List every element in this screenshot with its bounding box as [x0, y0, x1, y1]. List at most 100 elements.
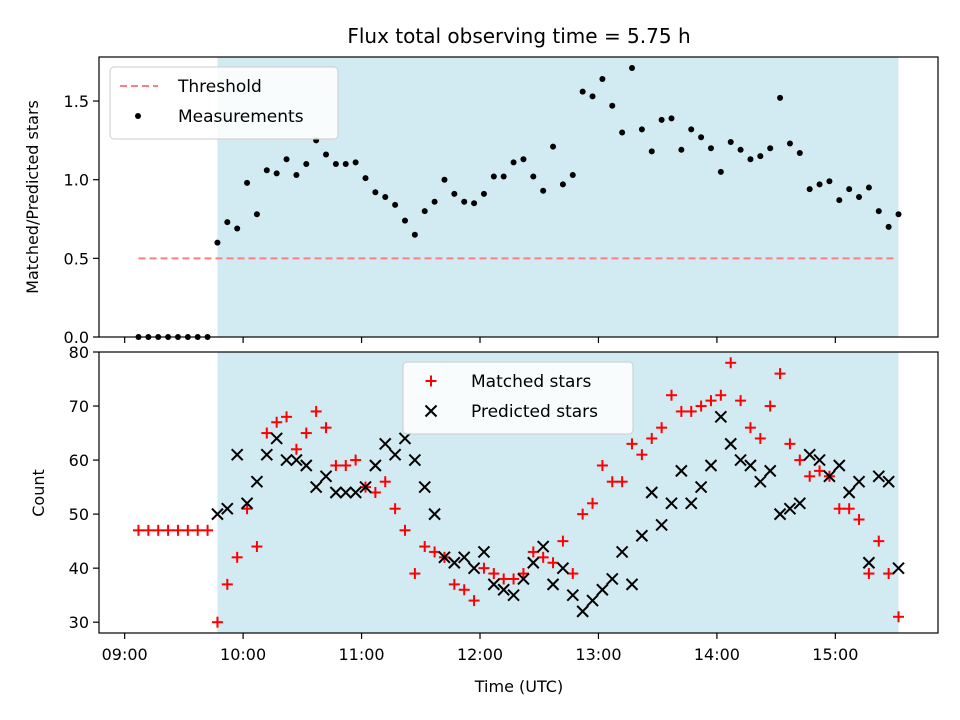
top-series-measurements-point	[865, 184, 872, 191]
x-stroke-b	[527, 556, 540, 569]
x-stroke-b	[783, 502, 797, 515]
bottom-series-matched-stars-point	[290, 443, 302, 455]
x-stroke-b	[823, 470, 836, 483]
bottom-x-tick-label: 15:00	[812, 645, 858, 664]
x-stroke-b	[556, 561, 570, 575]
bottom-series-matched-stars-point	[271, 416, 283, 428]
bottom-series-matched-stars-point	[735, 395, 747, 407]
bottom-series-predicted-stars-point	[418, 480, 431, 494]
bottom-series-matched-stars-point	[596, 459, 608, 471]
top-series-measurements-point	[244, 179, 251, 186]
top-series-measurements-point	[500, 173, 507, 180]
top-series-measurements-point	[382, 194, 389, 200]
top-series-measurements-point	[688, 126, 695, 133]
top-series-measurements-point	[777, 94, 784, 101]
top-series-measurements-point	[678, 146, 685, 153]
bottom-series-predicted-stars-point	[240, 497, 254, 510]
bottom-series-matched-stars-point	[379, 476, 391, 488]
x-stroke-b	[586, 594, 599, 607]
x-stroke-b	[862, 556, 876, 569]
bottom-series-matched-stars-point	[488, 568, 500, 580]
bottom-series-matched-stars-point	[310, 405, 322, 417]
x-stroke-b	[507, 588, 520, 602]
bottom-legend-label: Matched stars	[471, 372, 591, 392]
bottom-series-matched-stars-point	[409, 568, 421, 580]
bottom-series-predicted-stars-point	[517, 572, 530, 586]
bottom-series-matched-stars-point	[675, 405, 687, 417]
top-series-measurements-point	[441, 176, 448, 183]
bottom-series-predicted-stars-point	[359, 480, 372, 494]
x-stroke-b	[655, 518, 668, 532]
x-stroke-b	[487, 578, 501, 591]
x-stroke-b	[615, 545, 629, 559]
bottom-series-predicted-stars-point	[704, 459, 718, 472]
x-stroke-b	[734, 453, 747, 467]
bottom-series-predicted-stars-point	[833, 459, 846, 472]
bottom-y-tick-label: 30	[69, 613, 89, 632]
x-stroke-b	[704, 459, 718, 472]
x-stroke-b	[388, 448, 402, 461]
top-series-measurements-point	[480, 190, 487, 197]
bottom-series-predicted-stars-point	[398, 432, 412, 445]
bottom-x-tick-label: 10:00	[220, 645, 266, 664]
bottom-series-matched-stars-point	[468, 595, 480, 607]
bottom-series-matched-stars-point	[557, 535, 569, 547]
bottom-series-predicted-stars-point	[892, 561, 905, 575]
bottom-series-matched-stars-point	[744, 422, 756, 434]
bottom-series-predicted-stars-point	[349, 486, 362, 499]
bottom-series-matched-stars-point	[399, 524, 411, 536]
x-stroke-b	[576, 605, 589, 618]
x-stroke-b	[329, 486, 343, 499]
bottom-legend-entry: Predicted stars	[424, 402, 598, 422]
bottom-series-matched-stars-point	[863, 568, 875, 580]
bottom-series-matched-stars-point	[527, 546, 539, 558]
bottom-series-predicted-stars-point	[635, 529, 649, 542]
x-stroke-b	[428, 507, 441, 521]
bottom-series-predicted-stars-point	[230, 448, 244, 461]
bottom-series-predicted-stars-point	[566, 588, 579, 602]
bottom-series-predicted-stars-point	[477, 545, 491, 559]
bottom-plot-frame	[98, 351, 939, 634]
x-stroke-b	[467, 561, 481, 575]
bottom-legend-entry: Matched stars	[425, 372, 591, 392]
x-stroke-b	[842, 486, 856, 499]
x-stroke-b	[685, 497, 698, 510]
bottom-series-matched-stars-point	[132, 524, 144, 536]
bottom-series-matched-stars-point	[774, 368, 786, 380]
bottom-series-predicted-stars-point	[852, 475, 866, 488]
top-series-measurements-point	[421, 208, 428, 215]
bottom-series-predicted-stars-point	[744, 459, 757, 472]
top-legend-label: Measurements	[178, 107, 304, 127]
chart-title: Flux total observing time = 5.75 h	[347, 24, 690, 48]
top-series-measurements-point	[530, 173, 537, 180]
top-series-measurements-point	[579, 88, 586, 95]
bottom-series-matched-stars-point	[636, 449, 648, 461]
bottom-y-tick-label: 70	[69, 397, 89, 416]
top-series-measurements-point	[510, 159, 517, 166]
x-stroke-b	[497, 583, 510, 596]
top-series-measurements-point	[263, 167, 270, 174]
top-series-measurements-point	[332, 160, 339, 167]
bottom-series-matched-stars-point	[547, 557, 559, 569]
top-series-measurements-point	[629, 65, 636, 72]
x-stroke-b	[546, 578, 560, 591]
bottom-x-axis-label: Time (UTC)	[474, 677, 563, 696]
x-stroke-b	[240, 497, 254, 510]
bottom-series-predicted-stars-point	[586, 594, 599, 607]
top-series-measurements-point	[589, 93, 596, 100]
bottom-series-predicted-stars-point	[596, 583, 609, 596]
top-series-measurements-point	[451, 190, 458, 197]
top-series-measurements-point	[717, 168, 724, 175]
top-series-measurements-point	[550, 143, 557, 150]
x-stroke-b	[536, 540, 550, 553]
top-series-measurements-point	[540, 187, 547, 194]
bottom-series-predicted-stars-point	[507, 588, 520, 602]
bottom-series-predicted-stars-point	[773, 507, 787, 521]
top-series-measurements-point	[569, 171, 576, 178]
x-stroke-b	[793, 497, 807, 510]
x-stroke-b	[625, 578, 639, 591]
bottom-series-predicted-stars-point	[556, 561, 570, 575]
bottom-series-matched-stars-point	[626, 438, 638, 450]
bottom-series-matched-stars-point	[784, 438, 796, 450]
bottom-series-matched-stars-point	[843, 503, 855, 515]
